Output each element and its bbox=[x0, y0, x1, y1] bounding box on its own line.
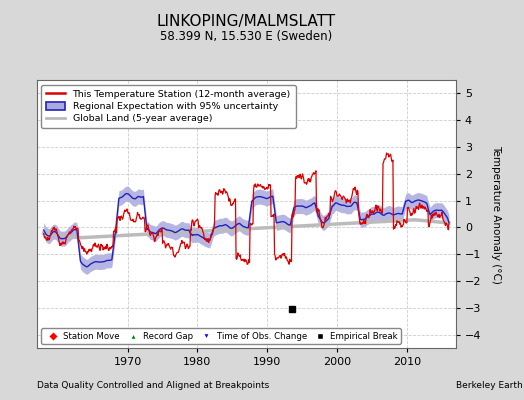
Y-axis label: Temperature Anomaly (°C): Temperature Anomaly (°C) bbox=[491, 144, 501, 284]
Text: LINKOPING/MALMSLATT: LINKOPING/MALMSLATT bbox=[157, 14, 336, 29]
Text: 58.399 N, 15.530 E (Sweden): 58.399 N, 15.530 E (Sweden) bbox=[160, 30, 332, 43]
Text: Data Quality Controlled and Aligned at Breakpoints: Data Quality Controlled and Aligned at B… bbox=[37, 381, 269, 390]
Legend: Station Move, Record Gap, Time of Obs. Change, Empirical Break: Station Move, Record Gap, Time of Obs. C… bbox=[41, 328, 401, 344]
Text: Berkeley Earth: Berkeley Earth bbox=[456, 381, 522, 390]
